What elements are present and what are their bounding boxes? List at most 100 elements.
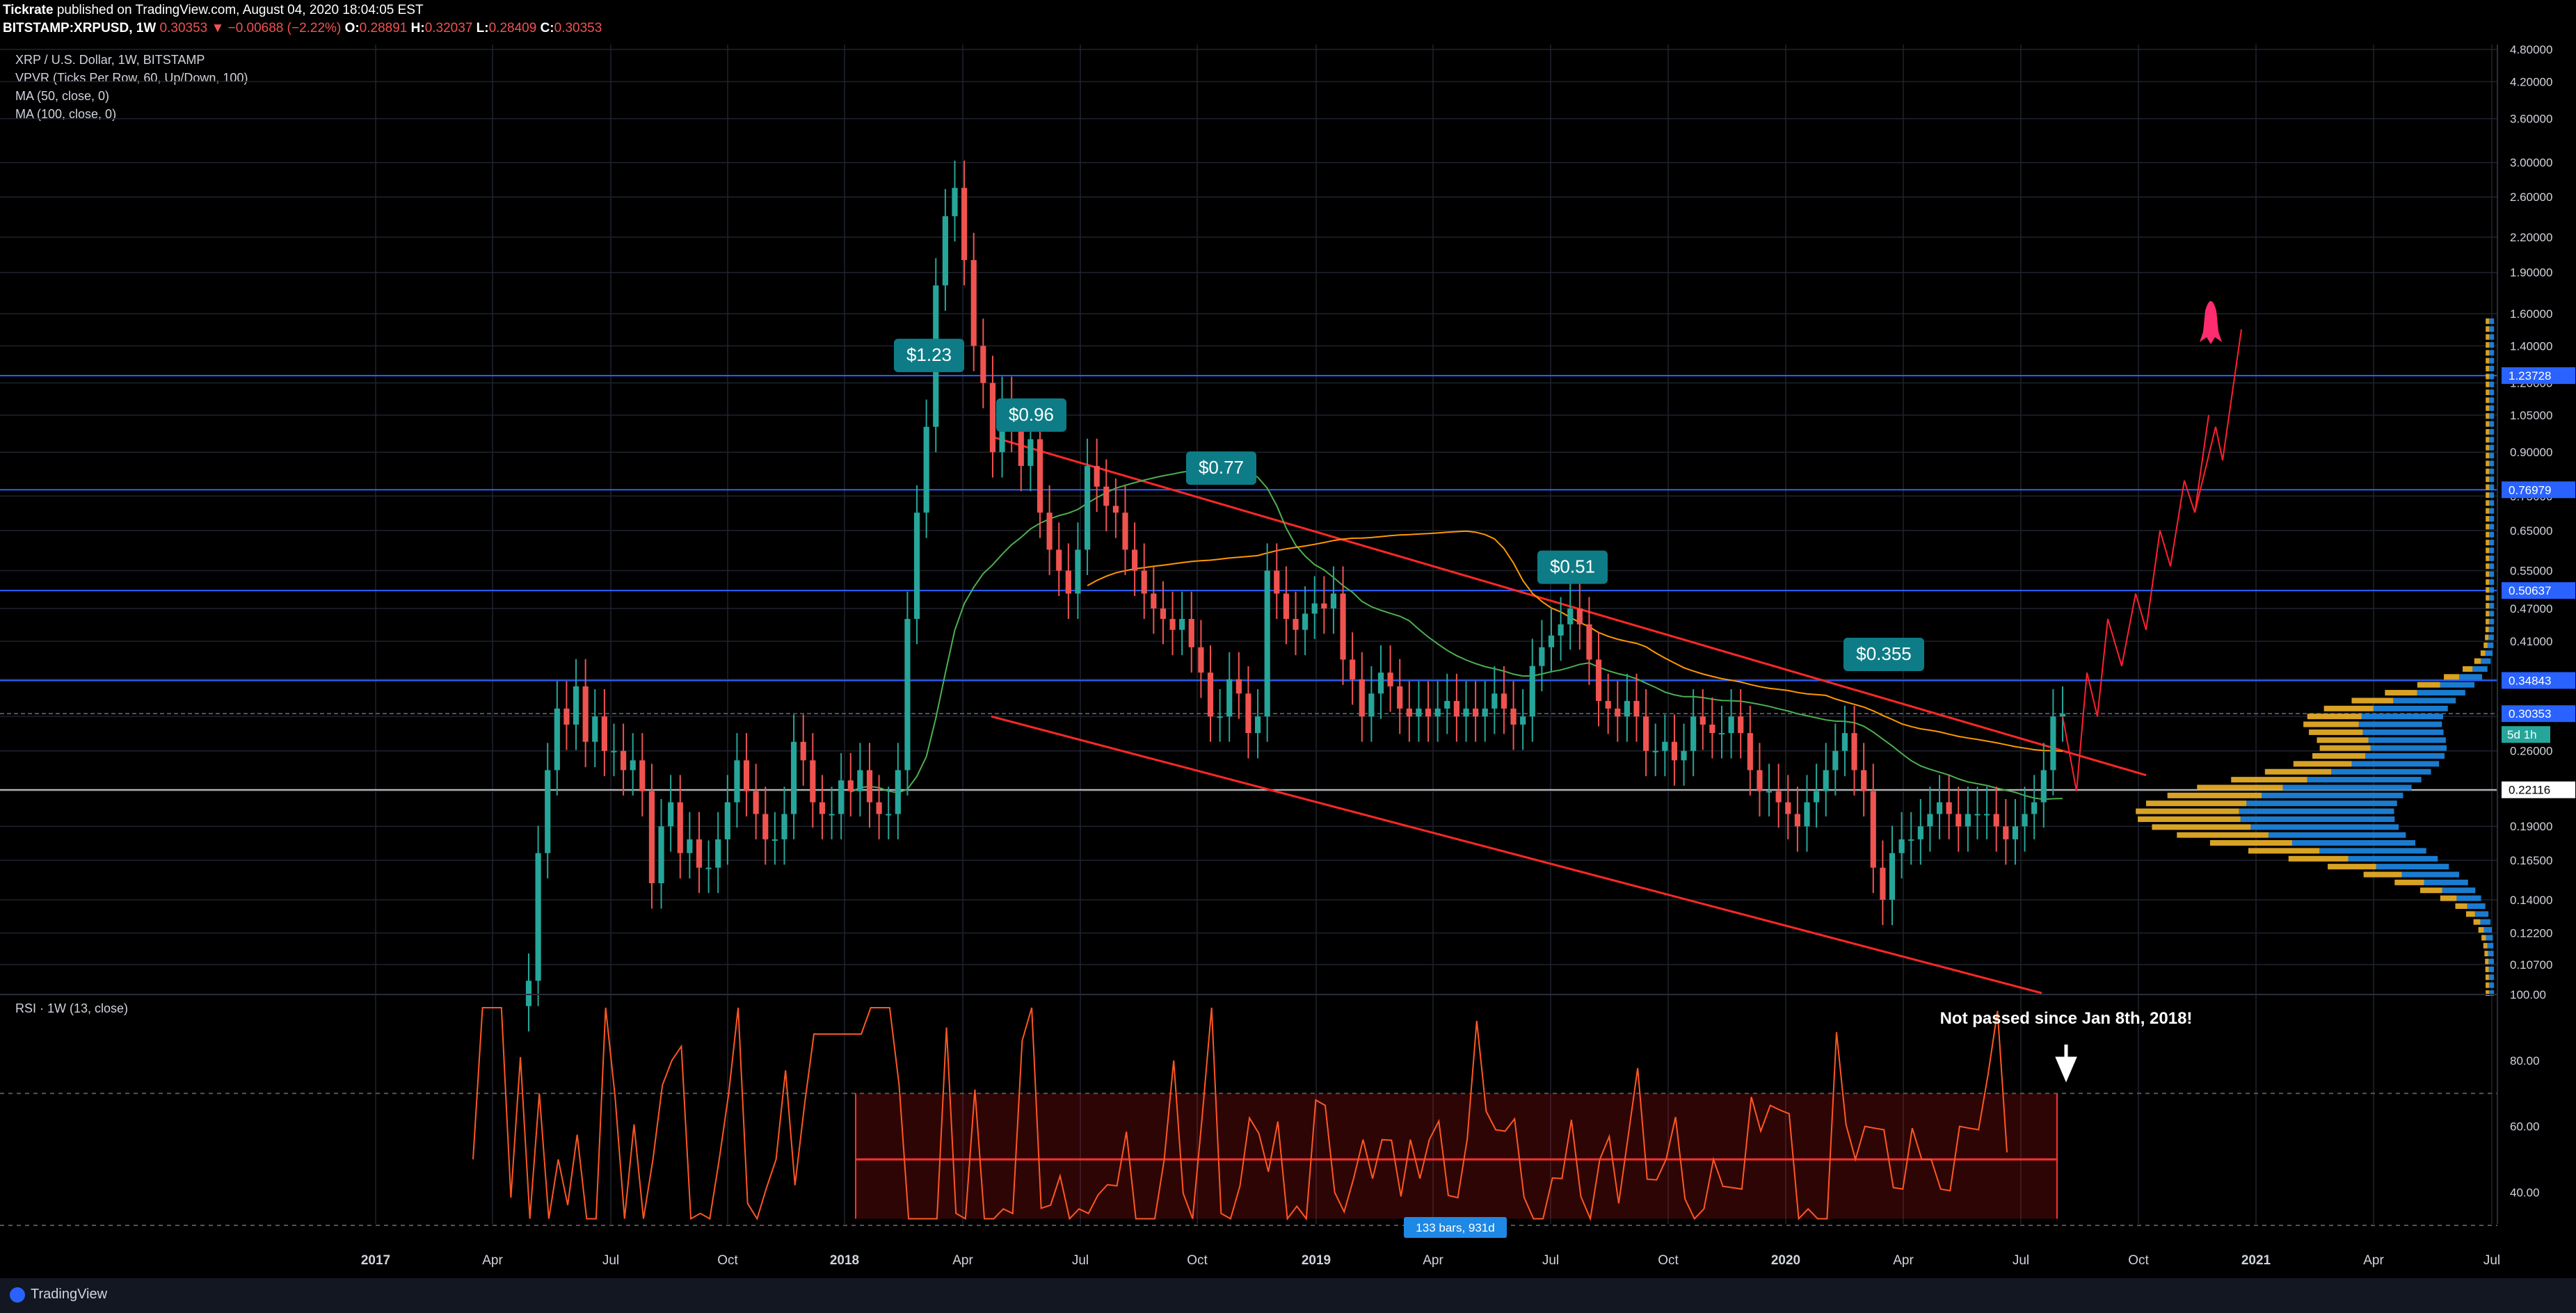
candle xyxy=(1709,724,1715,734)
vpvr-bar xyxy=(2486,595,2489,601)
countdown-text: 5d 1h xyxy=(2507,728,2537,741)
price-tick: 0.12200 xyxy=(2510,926,2552,940)
candle xyxy=(1207,672,1214,717)
vpvr-bar xyxy=(2328,864,2376,870)
vpvr-bar xyxy=(2486,579,2489,585)
candle xyxy=(980,346,986,383)
vpvr-bar xyxy=(2489,484,2495,490)
candle xyxy=(535,853,541,981)
low-label: L: xyxy=(476,21,489,35)
legend-symbol[interactable]: XRP / U.S. Dollar, 1W, BITSTAMP xyxy=(15,53,205,67)
price-tick: 4.80000 xyxy=(2510,45,2552,56)
tradingview-icon xyxy=(10,1287,25,1303)
vpvr-bar xyxy=(2331,768,2431,775)
candle xyxy=(1605,700,1611,709)
legend-ma50[interactable]: MA (50, close, 0) xyxy=(15,89,110,103)
candle xyxy=(1558,624,1564,636)
candle xyxy=(2040,770,2047,803)
vpvr-bar xyxy=(2488,958,2494,965)
vpvr-bar xyxy=(2485,627,2489,633)
candle xyxy=(1794,814,1800,827)
vpvr-bar xyxy=(2489,373,2495,380)
candle xyxy=(1293,618,1299,630)
vpvr-bar xyxy=(2483,942,2488,949)
candle xyxy=(1965,814,1971,827)
candle xyxy=(1406,708,1412,717)
date-tick: Oct xyxy=(717,1253,738,1268)
vpvr-bar xyxy=(2417,682,2440,688)
vpvr-bar xyxy=(2456,895,2481,901)
candle xyxy=(621,750,627,771)
rsi-line xyxy=(472,1007,2008,1222)
vpvr-bar xyxy=(2488,618,2495,625)
date-tick: 2019 xyxy=(1302,1253,1331,1268)
candle xyxy=(1151,593,1157,609)
vpvr-bar xyxy=(2474,911,2489,917)
candle xyxy=(1387,672,1393,686)
vpvr-bar xyxy=(2486,397,2489,403)
vpvr-bar xyxy=(2351,761,2440,767)
candle xyxy=(2059,714,2066,717)
candle xyxy=(1094,465,1100,487)
candle xyxy=(1169,618,1176,630)
candle xyxy=(1132,549,1138,571)
vpvr-bar xyxy=(2440,895,2457,901)
candle xyxy=(989,382,996,453)
vpvr-bar xyxy=(2489,366,2495,372)
vpvr-bar xyxy=(2489,421,2495,427)
candle xyxy=(2003,826,2009,839)
candle xyxy=(1520,716,1526,725)
projection-path xyxy=(2062,300,2242,791)
candle xyxy=(1917,826,1923,839)
vpvr-bar xyxy=(2486,508,2489,514)
rsi-legend[interactable]: RSI · 1W (13, close) xyxy=(15,1001,129,1015)
vpvr-bar xyxy=(2463,666,2473,672)
vpvr-bar xyxy=(2484,951,2488,957)
upper-trendline xyxy=(991,435,2147,777)
candle xyxy=(913,513,920,619)
candle xyxy=(1728,716,1734,734)
vpvr-bar xyxy=(2401,871,2460,878)
publisher-name[interactable]: Tickrate xyxy=(3,3,54,17)
date-tick: Jul xyxy=(1072,1253,1089,1268)
date-tick: Oct xyxy=(2128,1253,2149,1268)
candle xyxy=(2050,716,2056,771)
vpvr-bar xyxy=(2489,531,2495,538)
tradingview-logo[interactable]: TradingView xyxy=(10,1287,107,1303)
projection-path xyxy=(2062,329,2242,791)
vpvr-bar xyxy=(2489,555,2495,561)
vpvr-bar xyxy=(2248,848,2320,854)
vpvr-bar xyxy=(2486,500,2489,506)
vpvr-bar xyxy=(2393,698,2456,704)
price-tick: 1.05000 xyxy=(2510,409,2552,422)
vpvr-bar xyxy=(2489,468,2495,474)
candle xyxy=(810,760,816,803)
candle xyxy=(1889,853,1896,900)
vpvr-bar xyxy=(2307,714,2362,720)
candle xyxy=(829,814,835,816)
vpvr-bar xyxy=(2489,579,2495,585)
price-tick: 0.14000 xyxy=(2510,894,2552,907)
price-tick: 2.20000 xyxy=(2510,231,2552,244)
candle xyxy=(1993,814,1999,827)
date-tick: Jul xyxy=(2013,1253,2029,1268)
date-tick: Oct xyxy=(1658,1253,1679,1268)
candle xyxy=(1397,686,1403,709)
candle xyxy=(668,802,674,827)
vpvr-bar xyxy=(2488,982,2495,988)
vpvr-bar xyxy=(2486,571,2489,577)
bar-count-badge xyxy=(1404,1217,1507,1238)
axes: 4.80000 4.20000 3.60000 3.00000 2.60000 2.200… xyxy=(361,45,2575,1268)
level-badge xyxy=(2502,672,2575,689)
volume-profile xyxy=(2136,318,2495,996)
vpvr-bar xyxy=(2489,540,2495,546)
price-chart[interactable]: $1.23 $0.96 $0.77 $0.51 $0.355 Not passed si… xyxy=(0,45,2576,1278)
candle xyxy=(1643,716,1649,751)
legend-ma100[interactable]: MA (100, close, 0) xyxy=(15,107,117,121)
price-tick: 1.90000 xyxy=(2510,266,2552,280)
candle xyxy=(1718,733,1725,735)
vpvr-bar xyxy=(2486,468,2489,474)
vpvr-bar xyxy=(2376,864,2449,870)
price-callout-text: $0.51 xyxy=(1550,556,1595,577)
vpvr-bar xyxy=(2489,563,2495,570)
